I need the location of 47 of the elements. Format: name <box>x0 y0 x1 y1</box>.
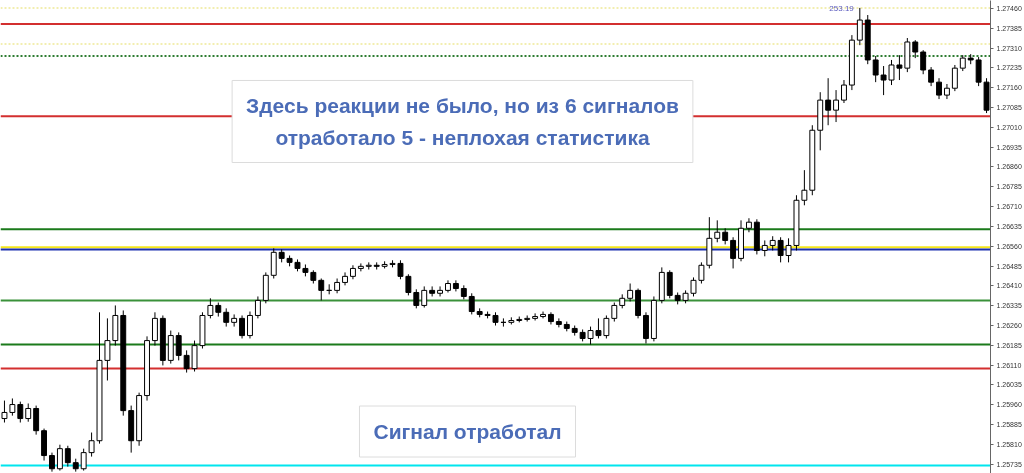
candlestick <box>452 279 459 292</box>
candlestick <box>928 66 935 87</box>
candlestick <box>555 317 562 328</box>
candlestick <box>247 311 253 339</box>
candlestick <box>17 401 24 423</box>
candlestick <box>943 83 950 100</box>
candlestick <box>25 402 32 423</box>
candlestick <box>357 262 364 272</box>
candlestick <box>33 405 40 436</box>
candlestick <box>745 217 752 233</box>
candlestick <box>413 288 420 309</box>
candlestick <box>714 219 721 243</box>
candlestick <box>437 285 444 297</box>
candlestick <box>468 292 475 315</box>
candlestick <box>405 273 412 296</box>
candlestick <box>833 89 840 123</box>
candlestick <box>342 271 348 286</box>
candlestick <box>611 302 618 323</box>
candlestick <box>532 312 539 321</box>
candlestick <box>56 444 63 472</box>
candlestick <box>64 445 71 468</box>
candlestick <box>151 311 158 347</box>
candlestick <box>936 77 942 100</box>
candlestick <box>801 169 808 206</box>
candlestick <box>254 295 261 319</box>
candlestick <box>429 285 436 297</box>
candlestick <box>872 55 879 83</box>
candlestick <box>421 285 428 309</box>
candlestick <box>841 79 847 104</box>
candlestick <box>175 331 182 361</box>
candlestick <box>951 64 958 92</box>
candlestick <box>231 313 238 328</box>
candlestick <box>239 314 246 339</box>
candlestick <box>666 269 673 299</box>
candlestick <box>920 49 927 75</box>
candlestick <box>49 452 55 473</box>
candlestick <box>730 236 737 269</box>
candlestick <box>856 7 863 46</box>
candlestick <box>270 247 277 279</box>
candlestick <box>975 56 982 87</box>
annotation: 253.19 <box>829 3 855 13</box>
candlestick <box>643 311 649 344</box>
candlestick <box>825 77 832 126</box>
candlestick <box>318 277 325 301</box>
candlestick <box>223 307 230 328</box>
annotation: Здесь реакции не было, но из 6 сигналов отработало 5 - неплохая статистика <box>246 94 679 149</box>
annotation: Сигнал отработал <box>373 420 562 443</box>
